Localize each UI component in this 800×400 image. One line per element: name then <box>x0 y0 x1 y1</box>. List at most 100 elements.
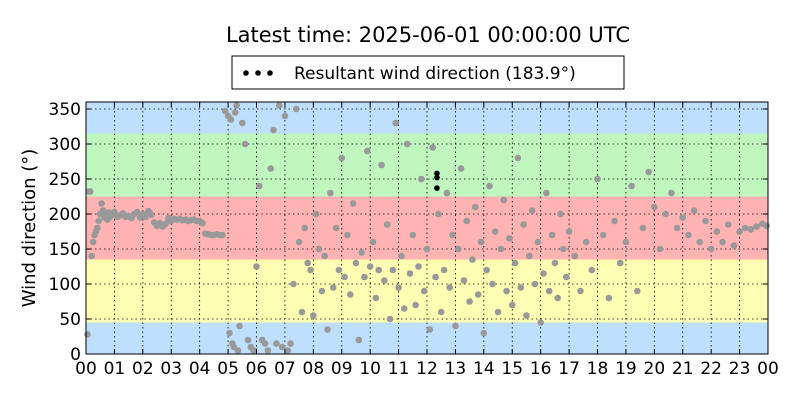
observation-point <box>713 228 721 235</box>
observation-point <box>429 144 436 151</box>
observation-point <box>369 238 377 246</box>
observation-point <box>528 207 536 214</box>
observation-point <box>162 220 169 228</box>
observation-point <box>400 305 408 312</box>
observation-point <box>304 259 311 267</box>
x-tick-label: 09 <box>331 359 353 379</box>
observation-point <box>571 252 579 260</box>
observation-point <box>656 245 664 253</box>
observation-point <box>361 273 368 281</box>
observation-point <box>457 165 465 172</box>
observation-point <box>86 188 94 195</box>
observation-point <box>594 175 601 183</box>
x-tick-label: 05 <box>217 359 239 379</box>
legend: Resultant wind direction (183.9°) <box>231 55 625 90</box>
y-tick-label: 150 <box>49 240 81 260</box>
observation-point <box>267 165 275 172</box>
observation-point <box>234 347 242 354</box>
observation-point <box>616 259 624 267</box>
observation-point <box>386 315 394 323</box>
x-tick-label: 07 <box>274 359 296 379</box>
observation-point <box>537 319 544 326</box>
observation-point <box>383 221 391 228</box>
observation-point <box>747 226 755 233</box>
observation-point <box>548 231 556 239</box>
observation-point <box>554 294 562 302</box>
x-tick-label: 06 <box>246 359 268 379</box>
observation-point <box>730 242 738 249</box>
observation-point <box>508 301 516 309</box>
x-tick-label: 15 <box>501 359 523 379</box>
observation-point <box>545 287 553 295</box>
observation-point <box>307 266 314 274</box>
y-tick-label: 250 <box>49 170 81 190</box>
observation-point <box>321 252 329 260</box>
observation-point <box>503 287 510 295</box>
observation-point <box>241 140 249 148</box>
legend-marker <box>255 70 261 76</box>
observation-point <box>491 228 499 235</box>
observation-point <box>611 217 618 225</box>
observation-point <box>668 189 675 197</box>
observation-point <box>651 203 658 211</box>
observation-point <box>517 284 525 291</box>
observation-point <box>551 259 559 267</box>
observation-point <box>89 238 97 246</box>
observation-point <box>696 238 704 246</box>
observation-point <box>562 273 570 281</box>
observation-point <box>489 280 496 288</box>
observation-point <box>389 266 397 274</box>
observation-point <box>577 287 584 295</box>
observation-point <box>284 347 292 354</box>
observation-point <box>483 266 490 274</box>
observation-point <box>423 245 431 253</box>
observation-point <box>315 245 323 253</box>
observation-point <box>432 273 439 281</box>
resultant-points <box>434 170 440 191</box>
y-tick-label: 0 <box>70 345 81 365</box>
observation-point <box>500 196 508 204</box>
observation-point <box>679 214 687 221</box>
observation-point <box>440 266 448 274</box>
observation-point <box>406 270 414 277</box>
observation-point <box>486 182 493 190</box>
observation-point <box>366 263 374 270</box>
observation-point <box>88 252 95 260</box>
observation-point <box>281 112 289 120</box>
observation-point <box>472 203 479 211</box>
y-tick-label: 350 <box>49 100 81 120</box>
observation-point <box>466 298 473 305</box>
observation-point <box>329 284 337 291</box>
observation-point <box>540 270 547 277</box>
observation-point <box>520 221 527 228</box>
observation-point <box>452 322 459 330</box>
observation-point <box>460 277 468 284</box>
x-tick-label: 10 <box>359 359 381 379</box>
x-tick-label: 11 <box>388 359 410 379</box>
resultant-point <box>434 185 440 191</box>
observation-point <box>346 291 354 298</box>
x-tick-label: 12 <box>416 359 438 379</box>
observation-point <box>497 245 505 253</box>
observation-point <box>327 189 334 197</box>
observation-point <box>582 238 590 246</box>
observation-point <box>349 200 357 207</box>
observation-point <box>526 252 533 260</box>
y-tick-label: 100 <box>49 275 81 295</box>
observation-point <box>454 245 462 253</box>
observation-point <box>233 102 240 109</box>
observation-point <box>736 228 743 235</box>
observation-point <box>480 329 488 337</box>
observation-point <box>753 223 760 230</box>
y-axis-label: Wind direction (°) <box>19 149 40 308</box>
observation-point <box>250 347 257 354</box>
legend-marker <box>243 70 249 76</box>
legend-marker <box>267 70 273 76</box>
observation-point <box>372 294 380 302</box>
observation-point <box>741 224 749 232</box>
x-tick-label: 17 <box>558 359 580 379</box>
observation-point <box>435 210 442 218</box>
observation-point <box>261 340 269 347</box>
observation-point <box>98 200 105 207</box>
